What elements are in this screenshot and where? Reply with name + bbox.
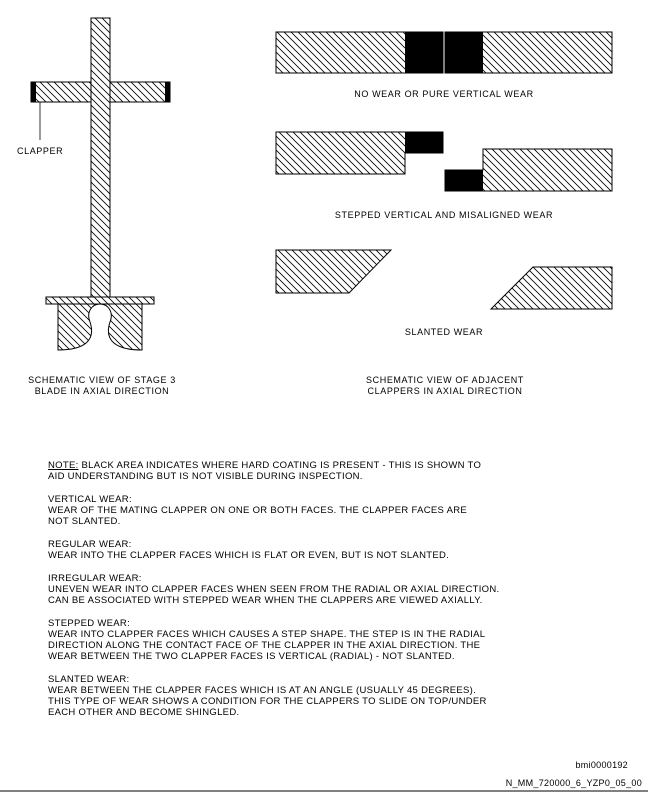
stepped-wear-title: STEPPED WEAR: (48, 618, 131, 629)
vertical-wear-text-1: WEAR OF THE MATING CLAPPER ON ONE OR BOT… (48, 505, 468, 516)
stepped-wear-text-3: WEAR BETWEEN THE TWO CLAPPER FACES IS VE… (48, 651, 455, 662)
blade-root (57, 303, 143, 351)
stepped-wear-definition: STEPPED WEAR: WEAR INTO CLAPPER FACES WH… (48, 618, 548, 662)
slanted-wear-definition: SLANTED WEAR: WEAR BETWEEN THE CLAPPER F… (48, 674, 548, 718)
note-text-2: AID UNDERSTANDING BUT IS NOT VISIBLE DUR… (48, 471, 363, 482)
document-id: N_MM_720000_6_YZP0_05_00 (505, 778, 642, 788)
no-wear-diagram (275, 31, 613, 74)
left-caption-line-2: BLADE IN AXIAL DIRECTION (34, 386, 170, 396)
right-caption-line-2: CLAPPERS IN AXIAL DIRECTION (367, 386, 523, 396)
definitions-block: NOTE: BLACK AREA INDICATES WHERE HARD CO… (48, 460, 548, 730)
blade-schematic (30, 17, 171, 351)
regular-wear-text-1: WEAR INTO THE CLAPPER FACES WHICH IS FLA… (48, 550, 450, 561)
left-caption-line-1: SCHEMATIC VIEW OF STAGE 3 (28, 375, 176, 385)
right-clapper-hard-coating (165, 82, 170, 102)
note-paragraph: NOTE: BLACK AREA INDICATES WHERE HARD CO… (48, 460, 548, 482)
irregular-wear-text-1: UNEVEN WEAR INTO CLAPPER FACES WHEN SEEN… (48, 584, 500, 595)
note-text-1: BLACK AREA INDICATES WHERE HARD COATING … (78, 460, 482, 471)
slanted-wear-text-1: WEAR BETWEEN THE CLAPPER FACES WHICH IS … (48, 685, 477, 696)
stepped-wear-text-1: WEAR INTO CLAPPER FACES WHICH CAUSES A S… (48, 629, 486, 640)
irregular-wear-title: IRREGULAR WEAR: (48, 573, 142, 584)
note-label: NOTE: (48, 460, 79, 471)
image-id: bmi0000192 (575, 760, 628, 770)
stepped-wear-text-2: DIRECTION ALONG THE CONTACT FACE OF THE … (48, 640, 481, 651)
slanted-wear-text-2: THIS TYPE OF WEAR SHOWS A CONDITION FOR … (48, 696, 487, 707)
left-caption: SCHEMATIC VIEW OF STAGE 3 BLADE IN AXIAL… (0, 375, 204, 397)
slanted-wear-label: SLANTED WEAR (404, 327, 484, 337)
blade-platform (45, 296, 155, 305)
irregular-wear-definition: IRREGULAR WEAR: UNEVEN WEAR INTO CLAPPER… (48, 573, 548, 606)
left-clapper-hard-coating (31, 82, 36, 102)
slanted-wear-text-3: EACH OTHER AND BECOME SHINGLED. (48, 707, 240, 718)
slanted-wear-diagram (275, 249, 613, 310)
regular-wear-title: REGULAR WEAR: (48, 539, 132, 550)
left-clapper (30, 81, 92, 103)
slanted-wear-title: SLANTED WEAR: (48, 674, 130, 685)
stepped-wear-label: STEPPED VERTICAL AND MISALIGNED WEAR (334, 210, 554, 220)
clapper-label: CLAPPER (17, 146, 64, 156)
stepped-wear-diagram (275, 131, 613, 192)
blade-airfoil (90, 17, 111, 298)
vertical-wear-title: VERTICAL WEAR: (48, 494, 132, 505)
right-clapper (109, 81, 171, 103)
regular-wear-definition: REGULAR WEAR: WEAR INTO THE CLAPPER FACE… (48, 539, 548, 561)
vertical-wear-definition: VERTICAL WEAR: WEAR OF THE MATING CLAPPE… (48, 494, 548, 527)
vertical-wear-text-2: NOT SLANTED. (48, 516, 121, 527)
right-caption: SCHEMATIC VIEW OF ADJACENT CLAPPERS IN A… (300, 375, 590, 397)
irregular-wear-text-2: CAN BE ASSOCIATED WITH STEPPED WEAR WHEN… (48, 595, 483, 606)
no-wear-label: NO WEAR OR PURE VERTICAL WEAR (354, 89, 534, 99)
right-caption-line-1: SCHEMATIC VIEW OF ADJACENT (366, 375, 524, 385)
